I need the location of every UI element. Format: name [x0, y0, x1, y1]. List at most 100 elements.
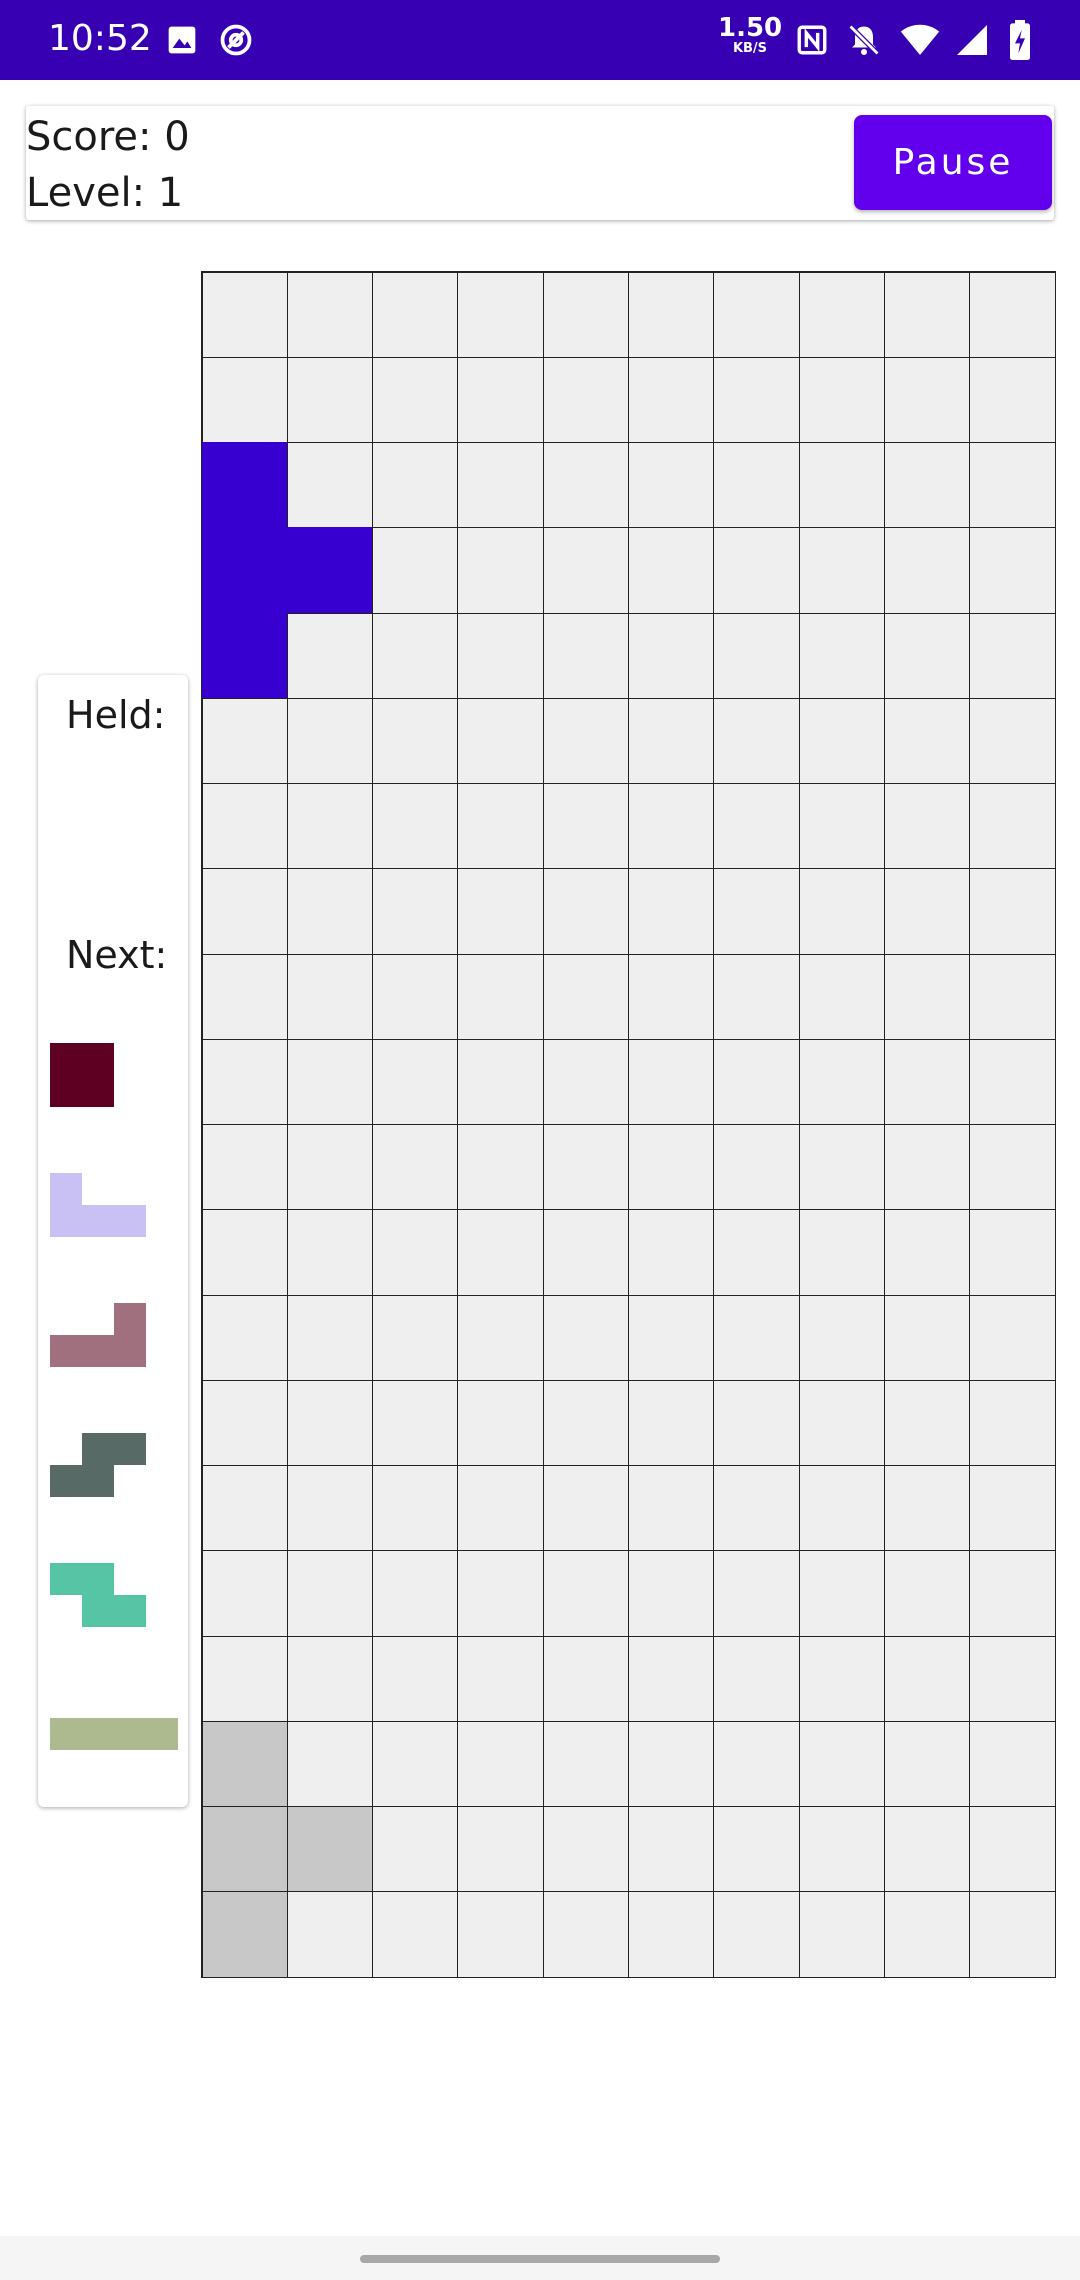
board-cell: [969, 868, 1056, 955]
board-cell: [628, 1550, 715, 1637]
board-cell: [457, 1294, 544, 1381]
board-cell: [628, 527, 715, 614]
board-cell: [542, 1635, 629, 1722]
board-cell: [542, 1720, 629, 1807]
home-gesture-handle[interactable]: [360, 2255, 720, 2263]
board-cell: [883, 1550, 971, 1637]
next-piece-block: [82, 1335, 114, 1367]
board-cell: [457, 697, 544, 784]
board-cell: [372, 442, 459, 529]
next-piece-block: [50, 1173, 82, 1205]
board-cell: [798, 953, 885, 1040]
next-piece-block: [82, 1595, 114, 1627]
score-header-card: Score: 0 Level: 1 Pause: [26, 106, 1054, 220]
next-piece-block: [114, 1303, 146, 1335]
board-cell: [883, 1635, 971, 1722]
board-cell: [457, 783, 544, 870]
board-cell: [798, 271, 885, 358]
board-cell: [201, 1294, 288, 1381]
board-cell: [457, 1124, 544, 1211]
board-cell: [883, 1209, 971, 1296]
board-cell: [628, 1465, 715, 1552]
next-piece-block: [114, 1595, 146, 1627]
board-cell: [628, 783, 715, 870]
board-cell: [542, 783, 629, 870]
board-cell: [628, 1806, 715, 1893]
board-cell: [713, 1635, 800, 1722]
board-cell: [713, 612, 800, 699]
next-piece-block: [114, 1205, 146, 1237]
board-cell: [457, 442, 544, 529]
board-cell: [969, 271, 1056, 358]
board-cell: [286, 1550, 374, 1637]
board-cell: [883, 1891, 971, 1978]
next-piece-block: [82, 1043, 114, 1075]
next-piece-block: [82, 1718, 114, 1750]
board-cell: [372, 1294, 459, 1381]
next-piece-block: [50, 1205, 82, 1237]
board-cell: [542, 442, 629, 529]
board-cell: [286, 868, 374, 955]
board-cell: [457, 271, 544, 358]
board-cell: [713, 1465, 800, 1552]
next-piece-block: [50, 1563, 82, 1595]
next-piece-block: [114, 1335, 146, 1367]
board-cell: [883, 1379, 971, 1466]
board-cell: [286, 271, 374, 358]
next-piece-block: [50, 1043, 82, 1075]
next-piece-block: [50, 1335, 82, 1367]
board-cell: [457, 1635, 544, 1722]
board-cell: [798, 1720, 885, 1807]
board-cell: [542, 1038, 629, 1125]
pause-button[interactable]: Pause: [854, 115, 1052, 210]
board-cell: [542, 1294, 629, 1381]
board-cell: [286, 783, 374, 870]
board-cell: [542, 868, 629, 955]
board-cell: [713, 356, 800, 443]
board-cell: [798, 1209, 885, 1296]
held-label: Held:: [66, 693, 166, 737]
board-cell: [201, 697, 288, 784]
at-sign-icon: [214, 18, 258, 62]
board-cell: [201, 1379, 288, 1466]
board-cell: [372, 1379, 459, 1466]
board-cell: [798, 356, 885, 443]
board-cell: [542, 697, 629, 784]
board-cell: [628, 1379, 715, 1466]
board-cell: [628, 1124, 715, 1211]
board-cell: [542, 1124, 629, 1211]
board-cell: [201, 1635, 288, 1722]
board-cell: [798, 1124, 885, 1211]
game-board[interactable]: [201, 271, 1056, 1978]
board-cell: [883, 1294, 971, 1381]
board-cell: [286, 612, 374, 699]
board-cell: [201, 271, 288, 358]
board-cell: [457, 612, 544, 699]
board-cell: [798, 868, 885, 955]
board-cell: [542, 1209, 629, 1296]
status-bar: 10:52 1.50 KB/S: [0, 0, 1080, 80]
board-cell: [457, 953, 544, 1040]
board-cell: [286, 1720, 374, 1807]
board-cell: [713, 1379, 800, 1466]
board-cell: [542, 1465, 629, 1552]
board-cell: [201, 1038, 288, 1125]
board-cell: [542, 1550, 629, 1637]
board-cell: [372, 1038, 459, 1125]
next-piece-block: [82, 1433, 114, 1465]
notifications-off-icon: [842, 18, 886, 62]
board-cell: [798, 1379, 885, 1466]
board-cell: [542, 271, 629, 358]
board-cell: [201, 356, 288, 443]
board-cell: [798, 442, 885, 529]
board-cell: [713, 1294, 800, 1381]
board-cell: [883, 1806, 971, 1893]
side-panel: Held: Next:: [38, 675, 188, 1807]
board-cell: [372, 612, 459, 699]
board-cell: [457, 1806, 544, 1893]
board-cell: [969, 527, 1056, 614]
next-piece-block: [82, 1563, 114, 1595]
board-cell: [969, 612, 1056, 699]
board-cell: [286, 1379, 374, 1466]
board-cell: [628, 868, 715, 955]
